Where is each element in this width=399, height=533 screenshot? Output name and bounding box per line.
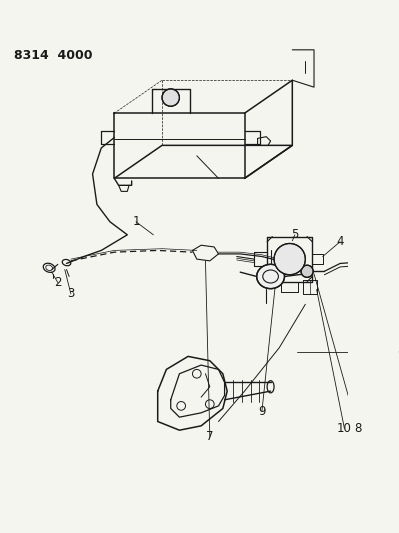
- Text: 6: 6: [397, 345, 399, 359]
- Text: 5: 5: [291, 228, 298, 241]
- Text: 9: 9: [258, 405, 266, 417]
- Circle shape: [301, 265, 313, 277]
- Text: 7: 7: [206, 430, 213, 443]
- Text: 10: 10: [337, 422, 352, 435]
- Text: 8314  4000: 8314 4000: [14, 49, 92, 62]
- Text: 4: 4: [336, 235, 344, 248]
- Text: 8: 8: [354, 422, 361, 435]
- Text: 1: 1: [132, 215, 140, 228]
- Ellipse shape: [257, 264, 284, 289]
- Circle shape: [162, 89, 180, 106]
- Circle shape: [274, 244, 305, 274]
- Text: 2: 2: [54, 276, 61, 289]
- Text: 3: 3: [67, 287, 75, 301]
